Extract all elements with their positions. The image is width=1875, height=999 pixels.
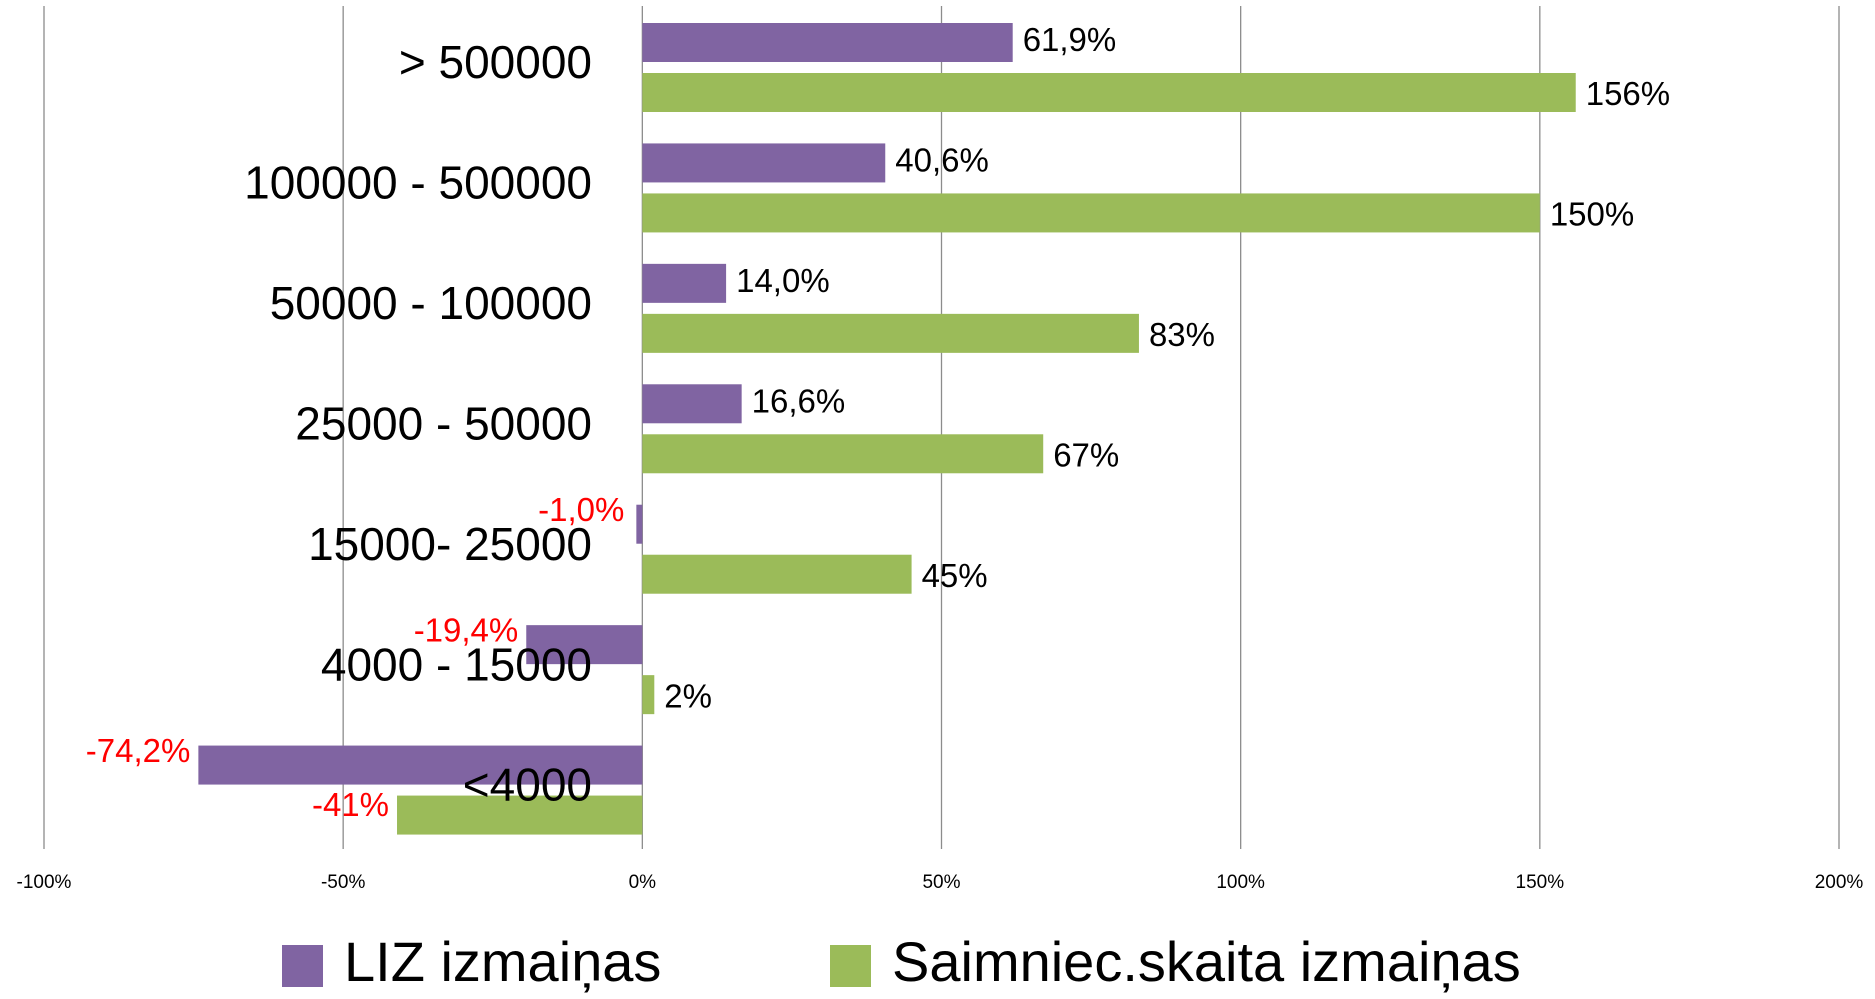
value-label: 156% — [1586, 75, 1670, 112]
value-label: -74,2% — [86, 732, 191, 769]
value-label: 67% — [1053, 437, 1119, 474]
value-label: 45% — [922, 557, 988, 594]
bar — [642, 675, 655, 715]
bar — [642, 263, 727, 303]
x-tick-label: 150% — [1516, 872, 1565, 893]
bar — [642, 384, 742, 424]
legend-label: LIZ izmaiņas — [344, 930, 661, 993]
category-label: > 500000 — [399, 36, 592, 88]
value-label: 40,6% — [895, 142, 989, 179]
x-tick-label: 0% — [629, 872, 657, 893]
bar — [526, 625, 643, 665]
x-tick-label: 100% — [1216, 872, 1265, 893]
bar — [397, 795, 643, 835]
value-label: -41% — [312, 786, 389, 823]
bar — [636, 504, 643, 544]
category-label: 100000 - 500000 — [244, 157, 592, 209]
x-tick-label: 50% — [922, 872, 960, 893]
value-label: 16,6% — [752, 383, 846, 420]
value-label: -19,4% — [414, 611, 519, 648]
category-label: <4000 — [463, 759, 592, 811]
value-label: 61,9% — [1023, 21, 1117, 58]
category-label: 15000- 25000 — [308, 518, 592, 570]
legend-label: Saimniec.skaita izmaiņas — [892, 930, 1521, 993]
x-tick-label: 200% — [1815, 872, 1864, 893]
x-tick-label: -100% — [17, 872, 72, 893]
bar — [642, 554, 912, 594]
bar — [642, 23, 1013, 62]
category-label: 25000 - 50000 — [295, 397, 592, 449]
bar — [642, 434, 1044, 474]
bar — [198, 745, 643, 785]
x-tick-label: -50% — [321, 872, 365, 893]
bar — [642, 313, 1139, 353]
bar — [642, 73, 1576, 112]
legend-swatch — [282, 945, 323, 987]
category-label: 50000 - 100000 — [270, 277, 592, 329]
legend-swatch — [830, 945, 871, 987]
value-label: 2% — [664, 677, 712, 714]
value-label: 14,0% — [736, 262, 830, 299]
bar — [642, 143, 886, 183]
value-label: 150% — [1550, 196, 1634, 233]
category-label: 4000 - 15000 — [321, 638, 592, 690]
value-label: -1,0% — [538, 491, 624, 528]
value-label: 83% — [1149, 316, 1215, 353]
bar — [642, 193, 1540, 233]
